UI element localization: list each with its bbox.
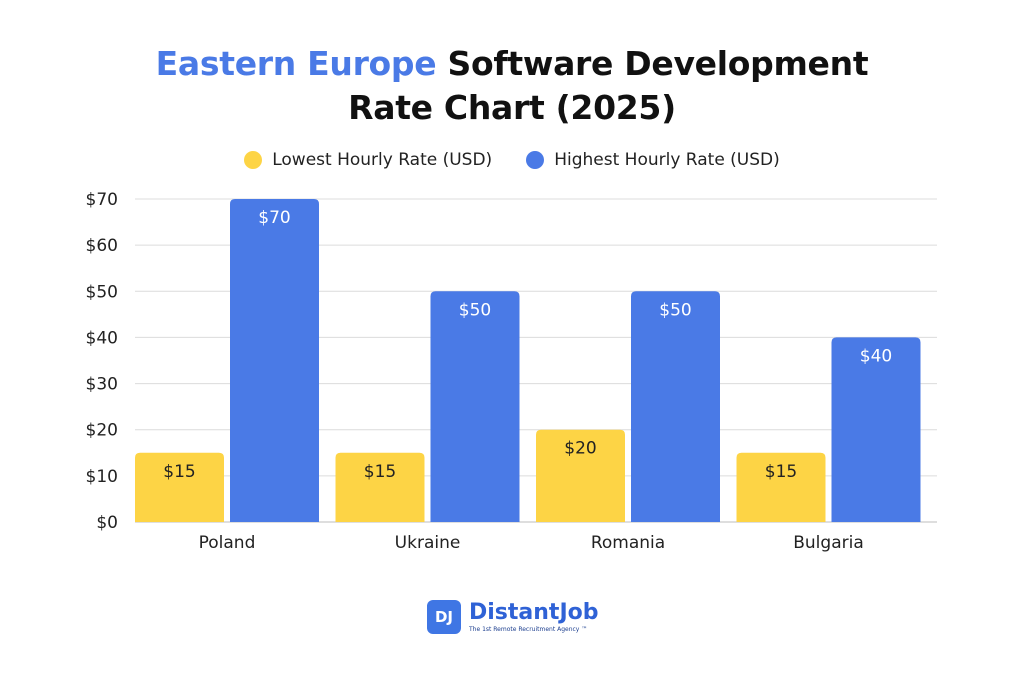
data-label: $50 bbox=[459, 300, 491, 320]
legend-swatch-highest bbox=[526, 151, 545, 169]
data-label: $70 bbox=[258, 208, 290, 228]
data-label: $15 bbox=[364, 462, 396, 482]
bar-highest bbox=[230, 199, 319, 522]
data-label: $15 bbox=[765, 462, 797, 482]
y-tick-label: $0 bbox=[96, 513, 118, 533]
distantjob-logo: DJ DistantJob The 1st Remote Recruitment… bbox=[427, 600, 599, 634]
data-label: $40 bbox=[860, 346, 892, 366]
data-label: $50 bbox=[659, 300, 691, 320]
chart-title: Eastern Europe Software Development Rate… bbox=[0, 42, 1024, 130]
y-tick-label: $50 bbox=[86, 282, 118, 302]
y-tick-label: $10 bbox=[86, 467, 118, 487]
y-tick-label: $70 bbox=[86, 190, 118, 210]
y-tick-label: $20 bbox=[86, 421, 118, 441]
legend-swatch-lowest bbox=[244, 151, 263, 169]
chart-title-accent: Eastern Europe bbox=[155, 44, 437, 83]
x-tick-label: Poland bbox=[199, 533, 256, 553]
logo-tagline: The 1st Remote Recruitment Agency ™ bbox=[469, 625, 588, 633]
legend-label-lowest: Lowest Hourly Rate (USD) bbox=[272, 150, 493, 170]
bar-highest bbox=[631, 291, 720, 522]
chart-title-rest: Software Development bbox=[447, 44, 869, 83]
x-tick-label: Romania bbox=[591, 533, 665, 553]
y-tick-label: $40 bbox=[86, 328, 118, 348]
bar-lowest bbox=[536, 429, 625, 522]
logo-name: DistantJob bbox=[469, 599, 599, 625]
x-tick-label: Bulgaria bbox=[793, 533, 864, 553]
y-tick-label: $30 bbox=[86, 375, 118, 395]
data-label: $15 bbox=[163, 462, 195, 482]
bar-lowest bbox=[135, 452, 224, 522]
x-tick-label: Ukraine bbox=[395, 533, 461, 553]
chart-title-line2: Rate Chart (2025) bbox=[348, 88, 676, 127]
y-tick-label: $60 bbox=[86, 236, 118, 256]
logo-text: DistantJob The 1st Remote Recruitment Ag… bbox=[469, 599, 599, 634]
data-label: $20 bbox=[564, 439, 596, 459]
logo-badge: DJ bbox=[427, 600, 461, 634]
bar-lowest bbox=[335, 452, 425, 522]
legend-item-highest: Highest Hourly Rate (USD) bbox=[526, 150, 780, 170]
legend-label-highest: Highest Hourly Rate (USD) bbox=[554, 150, 780, 170]
legend-item-lowest: Lowest Hourly Rate (USD) bbox=[244, 150, 492, 170]
legend: Lowest Hourly Rate (USD) Highest Hourly … bbox=[0, 150, 1024, 170]
bar-highest bbox=[430, 291, 520, 522]
bar-highest bbox=[831, 337, 921, 522]
bar-lowest bbox=[736, 452, 826, 522]
